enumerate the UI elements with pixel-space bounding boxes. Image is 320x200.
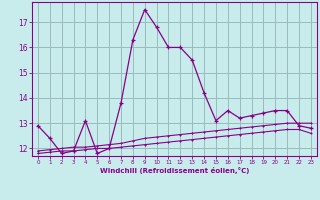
- X-axis label: Windchill (Refroidissement éolien,°C): Windchill (Refroidissement éolien,°C): [100, 167, 249, 174]
